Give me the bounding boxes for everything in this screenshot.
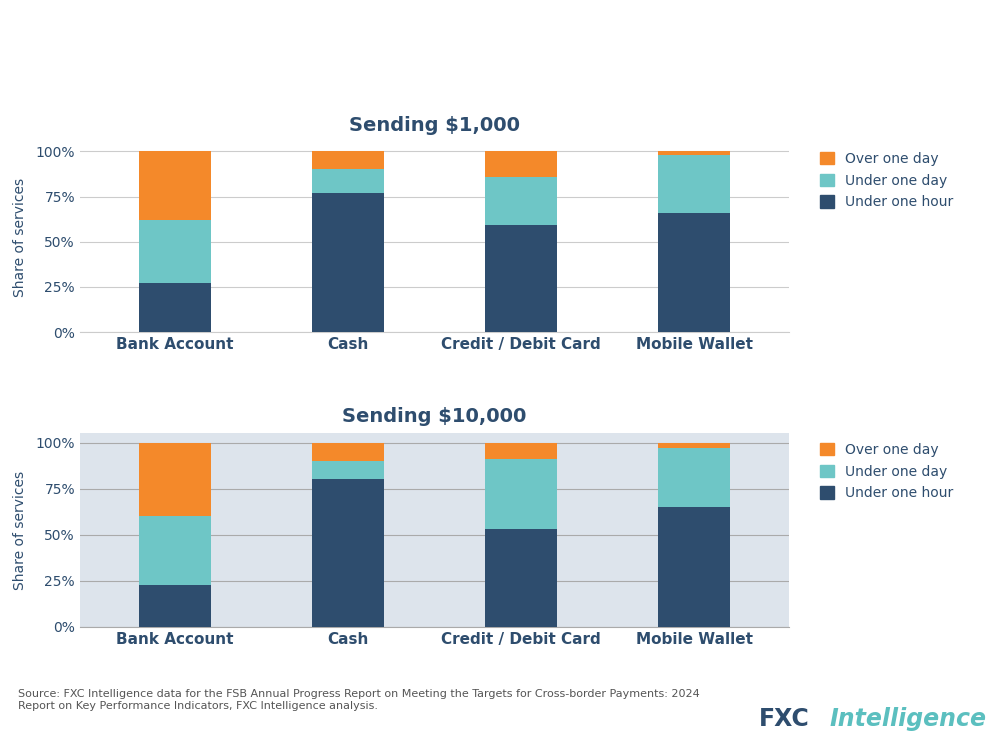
Bar (312, 443, 385, 461)
Y-axis label: Share of services: Share of services (13, 470, 27, 589)
Text: FXC: FXC (759, 707, 810, 731)
Title: Sending $10,000: Sending $10,000 (343, 407, 526, 426)
Bar (657, 151, 730, 155)
Bar (485, 151, 557, 177)
Bar (657, 443, 730, 448)
Bar (312, 193, 385, 333)
Bar (312, 151, 385, 169)
Bar (485, 530, 557, 627)
Bar (139, 151, 212, 220)
Bar (485, 443, 557, 459)
Bar (139, 220, 212, 283)
Text: How does P2P global payment speed vary by pay-in type?: How does P2P global payment speed vary b… (25, 28, 842, 52)
Bar (312, 461, 385, 479)
Bar (139, 283, 212, 333)
Legend: Over one day, Under one day, Under one hour: Over one day, Under one day, Under one h… (817, 149, 956, 212)
Text: Global average speeds for P2P cross-border payment by pay-in type: Global average speeds for P2P cross-bord… (25, 76, 592, 94)
Bar (312, 169, 385, 193)
Bar (485, 177, 557, 225)
Bar (485, 225, 557, 333)
Bar (657, 213, 730, 333)
Title: Sending $1,000: Sending $1,000 (349, 116, 520, 136)
Bar (139, 584, 212, 627)
Bar (657, 448, 730, 507)
Legend: Over one day, Under one day, Under one hour: Over one day, Under one day, Under one h… (817, 440, 956, 503)
Bar (657, 155, 730, 213)
Bar (312, 479, 385, 627)
Bar (485, 459, 557, 530)
Text: Intelligence: Intelligence (829, 707, 986, 731)
Bar (139, 516, 212, 584)
Bar (139, 443, 212, 516)
Text: Source: FXC Intelligence data for the FSB Annual Progress Report on Meeting the : Source: FXC Intelligence data for the FS… (18, 689, 699, 711)
Y-axis label: Share of services: Share of services (13, 178, 27, 297)
Bar (657, 507, 730, 627)
